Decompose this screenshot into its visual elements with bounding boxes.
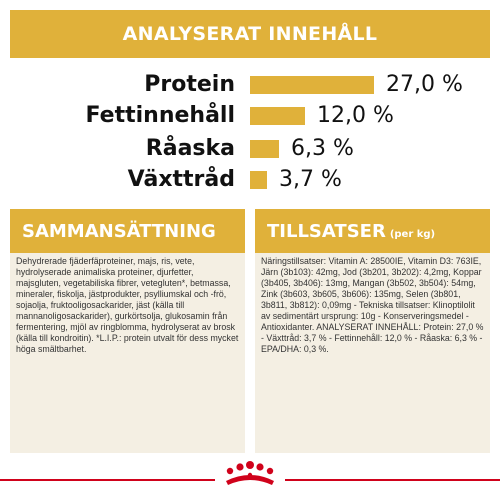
nutrient-value: 12,0 %: [317, 103, 394, 128]
nutrient-value: 3,7 %: [279, 167, 342, 192]
analysis-title: ANALYSERAT INNEHÅLL: [122, 23, 378, 45]
composition-header: SAMMANSÄTTNING: [10, 209, 245, 253]
additives-header: TILLSATSER (per kg): [255, 209, 490, 253]
additives-text: Näringstillsatser: Vitamin A: 28500IE, V…: [255, 253, 490, 453]
nutrient-value: 27,0 %: [386, 72, 463, 97]
nutrient-value: 6,3 %: [291, 136, 354, 161]
brand-footer: [0, 455, 500, 500]
analysis-banner: ANALYSERAT INNEHÅLL: [10, 10, 490, 58]
composition-text: Dehydrerade fjäderfäproteiner, majs, ris…: [10, 253, 245, 453]
nutrient-bar: [250, 171, 267, 189]
composition-title: SAMMANSÄTTNING: [22, 220, 216, 242]
crown-logo-icon: [226, 461, 274, 485]
nutrient-bar: [250, 140, 279, 158]
nutrient-row-protein: Protein 27,0 %: [0, 70, 500, 100]
nutrient-name: Råaska: [145, 136, 235, 161]
nutrient-row-fibre: Växttråd 3,7 %: [0, 165, 500, 195]
nutrient-bar: [250, 107, 305, 125]
nutrient-bar: [250, 76, 374, 94]
nutrient-name: Protein: [144, 72, 235, 97]
additives-subtitle: (per kg): [389, 228, 436, 240]
footer-divider-left: [0, 479, 215, 481]
footer-divider-right: [285, 479, 500, 481]
nutrient-row-fat: Fettinnehåll 12,0 %: [0, 101, 500, 131]
additives-title: TILLSATSER: [267, 220, 386, 242]
nutrient-row-ash: Råaska 6,3 %: [0, 134, 500, 164]
nutrient-name: Fettinnehåll: [85, 103, 235, 128]
nutrient-name: Växttråd: [127, 167, 235, 192]
